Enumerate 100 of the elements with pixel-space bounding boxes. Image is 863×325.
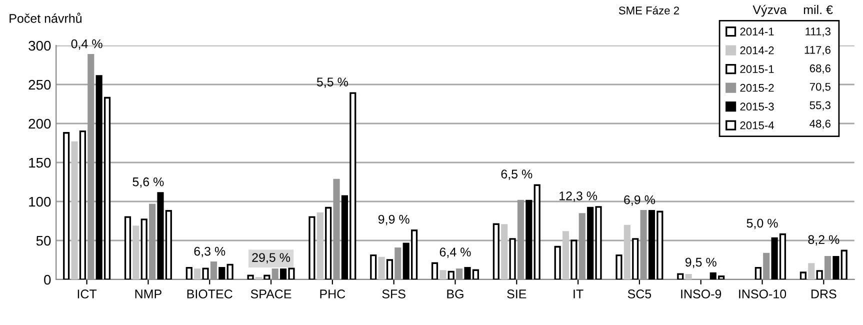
bar [534,184,540,280]
bar [124,216,132,280]
legend-label: 2014-2 [740,46,774,54]
annotation: 70,5 [810,82,830,92]
bar [562,231,570,280]
text: mil. € [804,4,833,14]
annotation: 6,3 % [194,246,226,258]
text: 111,3 [806,28,830,37]
y-tick-label: 50 [36,236,51,246]
y-tick-label: 100 [29,196,51,207]
x-tick-label: SC5 [628,290,652,298]
annotation: 12,3 % [560,191,598,202]
bar [616,254,622,280]
annotation: 6,4 % [440,248,471,258]
x-tick-label: BG [447,290,464,298]
y-tick-label: 250 [28,80,51,90]
legend-label: 2015-1 [740,65,774,74]
bar [333,178,340,280]
bar [378,256,385,280]
annotation: 9,9 % [378,214,410,226]
bar [264,274,270,280]
bar [526,200,532,280]
legend-label: 2015-4 [740,121,774,130]
bar [394,247,402,280]
annotation: 68,6 [810,64,830,74]
legend-label: 2014-1 [740,28,774,36]
annotation: 55,3 [810,101,830,110]
annotation: 6,5 % [501,170,532,180]
x-tick-label: ICT [78,290,97,298]
annotation: 48,6 [810,120,830,129]
bar [501,224,508,280]
x-tick-label: SPACE [250,290,292,298]
annotation: 9,5 % [685,258,716,268]
bar [186,266,192,280]
bar [247,274,254,280]
bar [824,256,832,280]
y-tick-label: 0 [44,274,51,285]
bar [763,252,770,280]
x-tick-label: INSO-10 [739,290,786,298]
annotation: 5,6 % [132,177,164,188]
bar [325,206,332,280]
bar [218,266,226,280]
bar [808,263,815,280]
x-tick-label: INSO-9 [681,290,722,298]
y-tick-label: 200 [28,118,51,129]
bar [79,130,86,280]
bar [431,262,438,280]
x-tick-label: DRS [811,290,836,298]
annotation: 5,0 % [746,218,778,230]
bar [685,274,692,280]
legend-label: 2015-3 [740,102,774,111]
bar [578,213,586,280]
bar [840,250,848,280]
x-tick-label: SIE [507,290,526,298]
bar [202,268,209,280]
bar [370,254,377,280]
bar [149,204,156,280]
x-tick-label: NMP [135,290,162,298]
bar [386,259,394,280]
y-tick-label: 300 [28,40,51,51]
bar [448,270,454,280]
legend-title: Výzva [752,4,787,17]
bar [194,268,201,280]
bar [832,256,840,280]
bar [624,224,630,280]
bar [800,272,806,280]
bar [640,210,647,280]
bar [517,200,524,280]
bar [71,141,78,280]
y-tick-label: 150 [29,158,51,168]
x-tick-label: BIOTEC [187,290,232,298]
y-axis-title: Počet návrhů [10,12,82,23]
x-tick-label: PHC [320,290,346,298]
bar [140,218,148,280]
bar [440,270,446,280]
bar [456,268,463,280]
x-tick-label: SFS [382,290,406,298]
x-tick-label: IT [574,290,584,298]
bar [226,264,234,280]
bar [63,132,70,280]
bar [132,226,140,280]
bar [632,238,639,280]
annotation: 8,2 % [808,235,840,246]
annotation: 6,9 % [624,195,655,206]
chart-title: SME Fáze 2 [618,6,679,14]
bar [308,216,316,280]
bar [677,273,684,280]
annotation: 5,5 % [316,78,348,88]
bar [754,266,762,280]
bar [272,268,278,280]
bar [554,246,561,280]
bar [509,238,516,280]
legend-label: 2015-2 [740,84,774,92]
bar [570,240,578,280]
bar [210,262,217,280]
annotation: 0,4 % [71,39,102,50]
bar [316,212,324,280]
annotation: 29,5 % [252,253,290,264]
bar [88,54,94,280]
bar [816,270,823,280]
